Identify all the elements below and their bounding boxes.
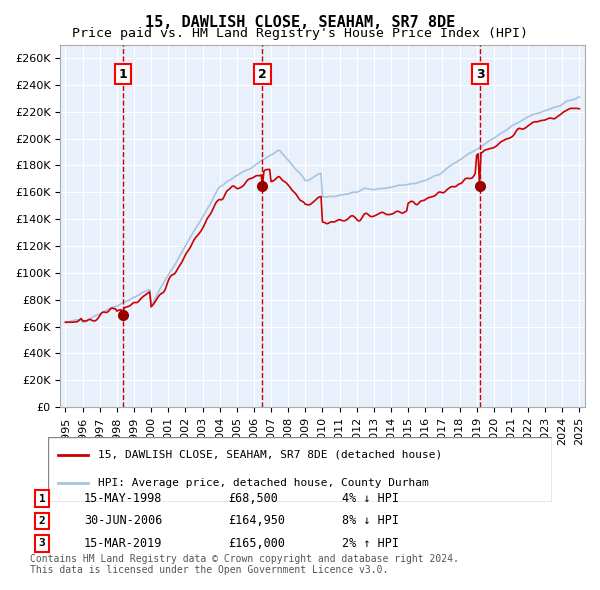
Text: 8% ↓ HPI: 8% ↓ HPI [342,514,399,527]
Text: 1: 1 [119,67,128,81]
Text: 4% ↓ HPI: 4% ↓ HPI [342,492,399,505]
Text: 2% ↑ HPI: 2% ↑ HPI [342,537,399,550]
Text: 2: 2 [38,516,46,526]
Text: 30-JUN-2006: 30-JUN-2006 [84,514,163,527]
Text: 2: 2 [258,67,267,81]
Text: 15-MAR-2019: 15-MAR-2019 [84,537,163,550]
Text: 3: 3 [476,67,484,81]
Text: £68,500: £68,500 [228,492,278,505]
Text: 15, DAWLISH CLOSE, SEAHAM, SR7 8DE: 15, DAWLISH CLOSE, SEAHAM, SR7 8DE [145,15,455,30]
Text: 3: 3 [38,539,46,548]
Text: 1: 1 [38,494,46,503]
Text: 15, DAWLISH CLOSE, SEAHAM, SR7 8DE (detached house): 15, DAWLISH CLOSE, SEAHAM, SR7 8DE (deta… [98,450,443,460]
Text: £164,950: £164,950 [228,514,285,527]
Text: HPI: Average price, detached house, County Durham: HPI: Average price, detached house, Coun… [98,478,429,489]
Text: £165,000: £165,000 [228,537,285,550]
Text: 15-MAY-1998: 15-MAY-1998 [84,492,163,505]
FancyBboxPatch shape [48,437,552,502]
Text: Price paid vs. HM Land Registry's House Price Index (HPI): Price paid vs. HM Land Registry's House … [72,27,528,40]
Text: Contains HM Land Registry data © Crown copyright and database right 2024.
This d: Contains HM Land Registry data © Crown c… [30,553,459,575]
